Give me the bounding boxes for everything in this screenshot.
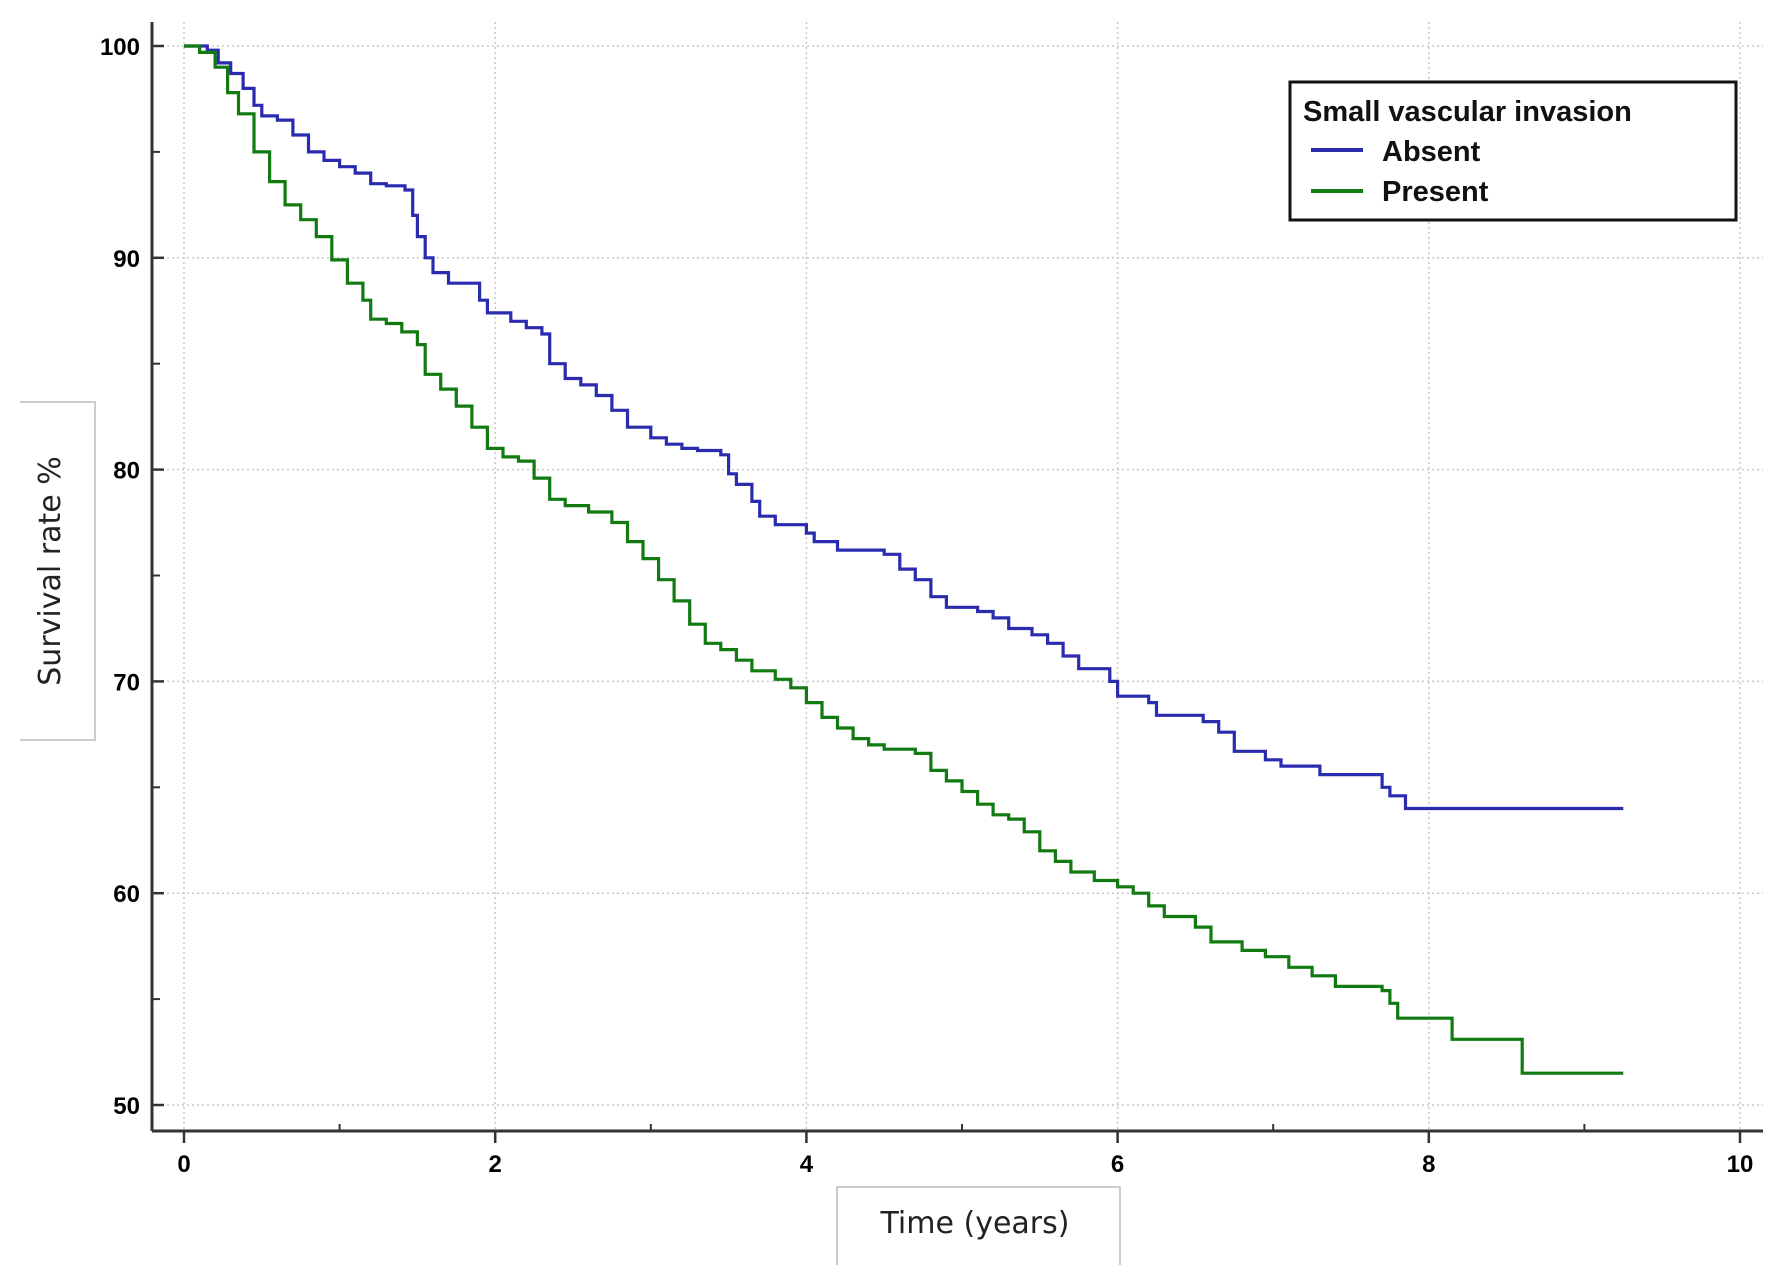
series-layer <box>184 44 1624 1075</box>
y-axis-title-box: Survival rate % <box>20 401 96 741</box>
y-tick-label: 100 <box>100 34 140 61</box>
x-tick-label: 8 <box>1422 1151 1435 1178</box>
legend-label-absent: Absent <box>1382 136 1481 168</box>
legend-title: Small vascular invasion <box>1303 96 1632 128</box>
y-tick-label: 50 <box>113 1093 140 1120</box>
y-axis-title: Survival rate % <box>33 456 68 685</box>
legend-box <box>1288 80 1738 222</box>
x-axis-title-box: Time (years) <box>836 1186 1121 1265</box>
x-tick-label: 2 <box>489 1151 502 1178</box>
x-tick-label: 6 <box>1111 1151 1124 1178</box>
series-line-absent <box>184 44 1624 811</box>
ticks: 0 2 4 6 8 10 50 60 70 80 90 100 <box>100 34 1753 1178</box>
y-tick-label: 90 <box>113 246 140 273</box>
x-axis-title: Time (years) <box>880 1206 1070 1241</box>
x-tick-label: 4 <box>800 1151 814 1178</box>
y-tick-label: 80 <box>113 458 140 485</box>
series-line-present <box>184 44 1624 1075</box>
grid <box>152 22 1763 1131</box>
y-tick-label: 70 <box>113 669 140 696</box>
legend-label-present: Present <box>1382 176 1489 208</box>
x-tick-label: 0 <box>177 1151 190 1178</box>
x-tick-label: 10 <box>1727 1151 1754 1178</box>
legend: Small vascular invasion Absent Present <box>1288 80 1738 222</box>
y-tick-label: 60 <box>113 881 140 908</box>
